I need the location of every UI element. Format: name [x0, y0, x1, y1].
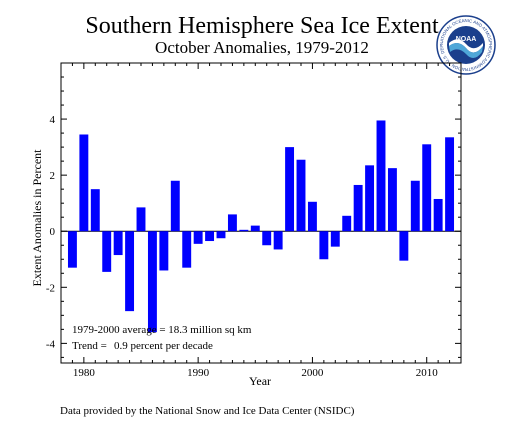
bar-1986 — [147, 231, 157, 333]
bar-1999 — [296, 159, 306, 232]
bar-2004 — [353, 184, 363, 232]
bar-2006 — [376, 120, 386, 232]
y-axis: -4 -2 0 2 4 — [46, 62, 461, 358]
trend-label: Trend = — [72, 340, 107, 352]
plot-frame — [60, 62, 462, 364]
bar-1992 — [216, 231, 226, 239]
y-tick-label: -2 — [46, 282, 55, 294]
bar-1993 — [227, 214, 237, 232]
y-axis-label: Extent Anomalies in Percent — [30, 149, 44, 287]
bar-1981 — [90, 189, 100, 232]
chart-title: Southern Hemisphere Sea Ice Extent — [85, 13, 439, 39]
y-tick-label: 4 — [50, 114, 56, 126]
bird-icon — [449, 39, 483, 53]
bar-1985 — [136, 207, 146, 232]
bar-2000 — [307, 201, 317, 232]
bar-1987 — [159, 231, 169, 271]
x-axis: 1980 1990 2000 2010 — [71, 63, 451, 379]
x-tick-label: 2000 — [301, 367, 324, 379]
bar-1997 — [273, 231, 283, 250]
bar-2008 — [399, 231, 409, 261]
bar-2011 — [433, 198, 443, 232]
bar-1983 — [113, 231, 123, 256]
bar-1996 — [262, 231, 272, 246]
chart-subtitle: October Anomalies, 1979-2012 — [155, 38, 369, 57]
data-credit: Data provided by the National Snow and I… — [60, 405, 355, 417]
noaa-logo-text: NOAA — [456, 36, 477, 43]
bar-1995 — [250, 225, 260, 232]
y-tick-label: 2 — [50, 170, 56, 182]
average-annotation: 1979-2000 average = 18.3 million sq km — [72, 324, 252, 336]
bar-1989 — [182, 231, 192, 268]
bar-2007 — [387, 168, 397, 232]
bar-1982 — [102, 231, 112, 272]
trend-value: 0.9 percent per decade — [114, 340, 213, 352]
bars — [67, 120, 455, 333]
bar-1979 — [67, 231, 77, 268]
bar-1984 — [125, 231, 135, 312]
x-tick-label: 1980 — [73, 367, 96, 379]
x-tick-label: 2010 — [416, 367, 439, 379]
plot-area — [60, 62, 462, 364]
bar-2003 — [342, 215, 352, 232]
bar-1990 — [193, 231, 203, 244]
bar-2002 — [330, 231, 340, 247]
bar-2009 — [410, 180, 420, 232]
bar-1998 — [285, 147, 295, 232]
bar-1991 — [205, 231, 215, 242]
bar-2010 — [422, 144, 432, 232]
y-tick-label: -4 — [46, 338, 56, 350]
x-axis-label: Year — [249, 374, 271, 388]
y-tick-label: 0 — [50, 226, 56, 238]
bar-2012 — [445, 137, 455, 232]
bar-1980 — [79, 134, 89, 232]
x-tick-label: 1990 — [187, 367, 210, 379]
bar-2001 — [319, 231, 329, 260]
bar-1988 — [170, 180, 180, 232]
bar-2005 — [365, 165, 375, 232]
bar-1994 — [239, 229, 249, 232]
